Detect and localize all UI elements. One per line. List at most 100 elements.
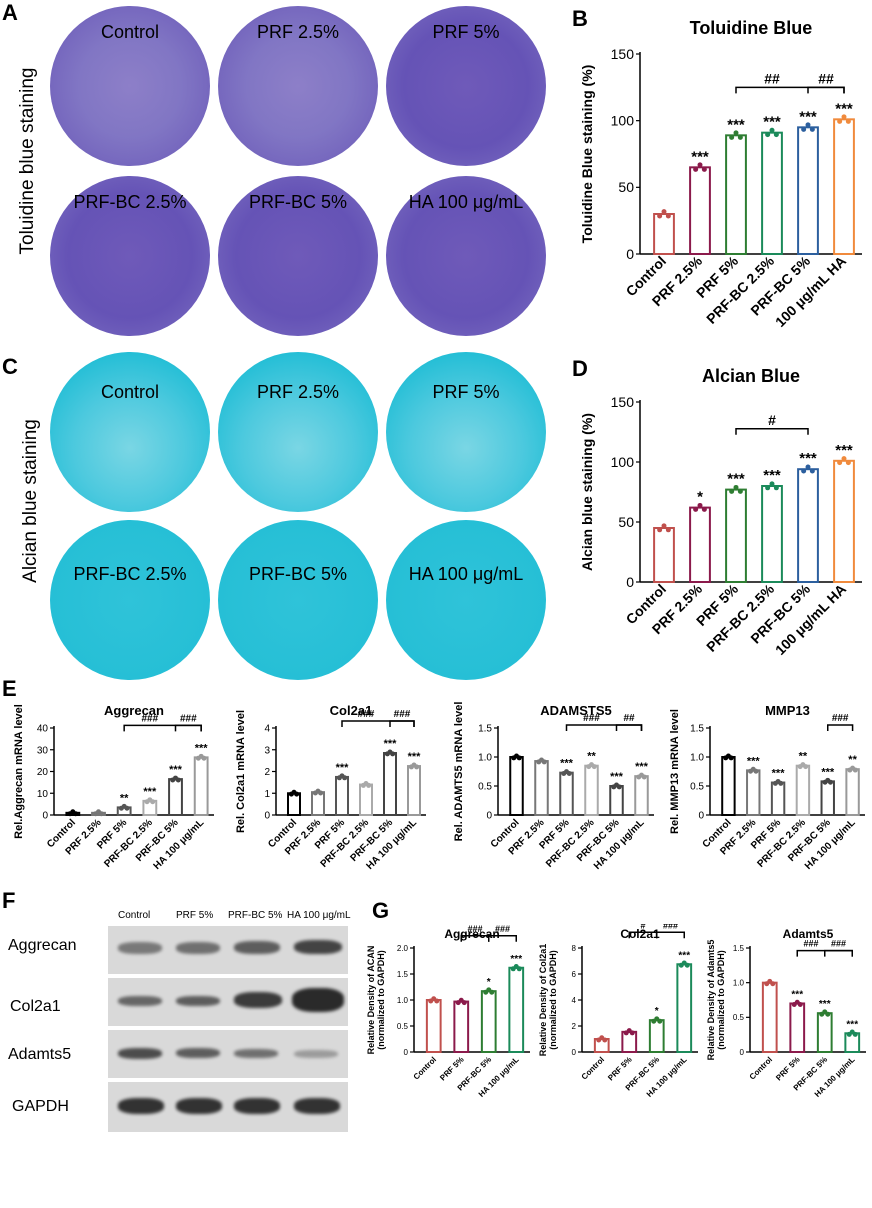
panel-label-b: B (572, 6, 588, 31)
dish-label: PRF 5% (432, 22, 500, 42)
y-axis-label: Rel. MMP13 mRNA level (669, 709, 681, 834)
comparison-bracket (565, 724, 643, 731)
chart-title: Alcian Blue (702, 366, 800, 386)
bar (797, 468, 819, 583)
comparison-bracket (123, 724, 202, 732)
data-point (657, 213, 663, 219)
bar (287, 792, 301, 816)
y-tick-label: 0.5 (478, 782, 492, 793)
panel-label-g: G (372, 898, 390, 923)
panel-label-c: C (2, 354, 18, 379)
y-tick-label: 0 (404, 1048, 409, 1057)
data-point (805, 464, 811, 470)
y-axis-label: Rel. Col2a1 mRNA level (235, 710, 247, 833)
bar (425, 999, 442, 1053)
panel-label-f: F (2, 888, 16, 913)
data-point (773, 132, 779, 138)
y-tick-label: 10 (37, 789, 49, 800)
chart-adamts5-mrna: ADAMSTS5 Rel. ADAMTS5 mRNA level 0 0.5 1.0 1.… (453, 702, 654, 872)
data-point (489, 989, 495, 995)
y-tick-label: 1.0 (478, 753, 492, 764)
y-tick-label: 100 (611, 113, 635, 129)
data-point (684, 962, 690, 968)
data-point (841, 456, 847, 462)
wb-column-label: PRF-BC 5% (228, 910, 283, 921)
significance-label: *** (846, 1019, 858, 1030)
data-point (150, 799, 156, 805)
bar (761, 485, 783, 583)
data-point (366, 782, 372, 788)
data-point (837, 460, 843, 466)
bar (746, 769, 761, 816)
wb-strip-aggrecan (108, 926, 348, 974)
bar (689, 166, 711, 255)
comparison-bracket (341, 720, 415, 728)
data-point (803, 764, 809, 770)
y-axis-label: Relative Density of ACAN (366, 946, 376, 1055)
y-tick-label: 3 (264, 745, 270, 756)
wb-row-label: Adamts5 (8, 1046, 72, 1063)
x-tick-label: PRF 5% (438, 1055, 465, 1082)
data-point (701, 506, 707, 512)
y-tick-label: 0.5 (397, 1022, 409, 1031)
y-tick-label: 1.5 (478, 724, 492, 735)
data-point (825, 1011, 831, 1017)
y-tick-label: 100 (611, 454, 635, 470)
petri-dish: HA 100 μg/mL (386, 520, 546, 680)
bar (609, 785, 624, 816)
petri-dish: PRF 2.5% (218, 352, 378, 512)
comparison-label: ## (623, 713, 635, 724)
significance-label: *** (169, 764, 183, 776)
wb-row-label: Col2a1 (10, 998, 61, 1015)
data-point (516, 755, 522, 761)
significance-label: * (655, 1006, 659, 1017)
data-point (657, 527, 663, 533)
dish-label: Control (100, 22, 160, 42)
data-point (852, 1031, 858, 1037)
petri-dish: PRF-BC 2.5% (50, 520, 210, 680)
data-point (770, 981, 776, 987)
bar (383, 752, 397, 816)
bar (725, 134, 747, 255)
y-tick-label: 50 (618, 514, 634, 530)
comparison-label: ### (141, 713, 158, 724)
y-tick-label: 0 (264, 811, 270, 822)
data-point (728, 755, 734, 761)
bar (453, 1000, 470, 1053)
significance-label: *** (510, 954, 522, 965)
data-point (693, 506, 699, 512)
x-tick-label: Control (412, 1055, 438, 1081)
panel-a-side-label: Toluidine blue staining (17, 67, 38, 255)
data-point (729, 488, 735, 494)
comparison-bracket (824, 949, 853, 957)
bar (844, 1032, 861, 1053)
dish-label: Control (100, 382, 160, 402)
x-tick-label: Control (580, 1055, 606, 1081)
chart-aggrecan-mrna: Aggrecan Rel.Aggrecan mRNA level 0 10 20 30 40… (13, 703, 214, 872)
comparison-label: ### (394, 709, 411, 720)
data-point (769, 127, 775, 133)
data-point (661, 209, 667, 215)
bar (407, 765, 421, 816)
significance-label: ** (120, 792, 129, 804)
chart-aggrecan-density: Aggrecan Relative Density of ACAN (normali… (366, 924, 530, 1099)
chart-title: Aggrecan (104, 703, 164, 718)
data-point (701, 166, 707, 172)
bar (761, 981, 778, 1054)
significance-label: *** (763, 114, 781, 131)
y-axis-label: (normalized to GAPDH) (548, 950, 558, 1050)
y-tick-label: 150 (611, 394, 635, 410)
data-point (801, 468, 807, 474)
comparison-label: # (768, 412, 776, 428)
significance-label: *** (835, 100, 853, 117)
significance-label: * (697, 489, 703, 506)
bar (676, 963, 693, 1053)
bar (845, 768, 860, 816)
dish-label: PRF 2.5% (256, 22, 340, 42)
chart-alcian-blue: Alcian Blue Alcian blue staining (%) 0 50 10… (580, 366, 862, 658)
chart-title: Adamts5 (783, 927, 834, 941)
chart-title: MMP13 (765, 703, 810, 718)
chart-title: Toluidine Blue (690, 18, 813, 38)
data-point (516, 966, 522, 972)
bar (584, 764, 599, 816)
